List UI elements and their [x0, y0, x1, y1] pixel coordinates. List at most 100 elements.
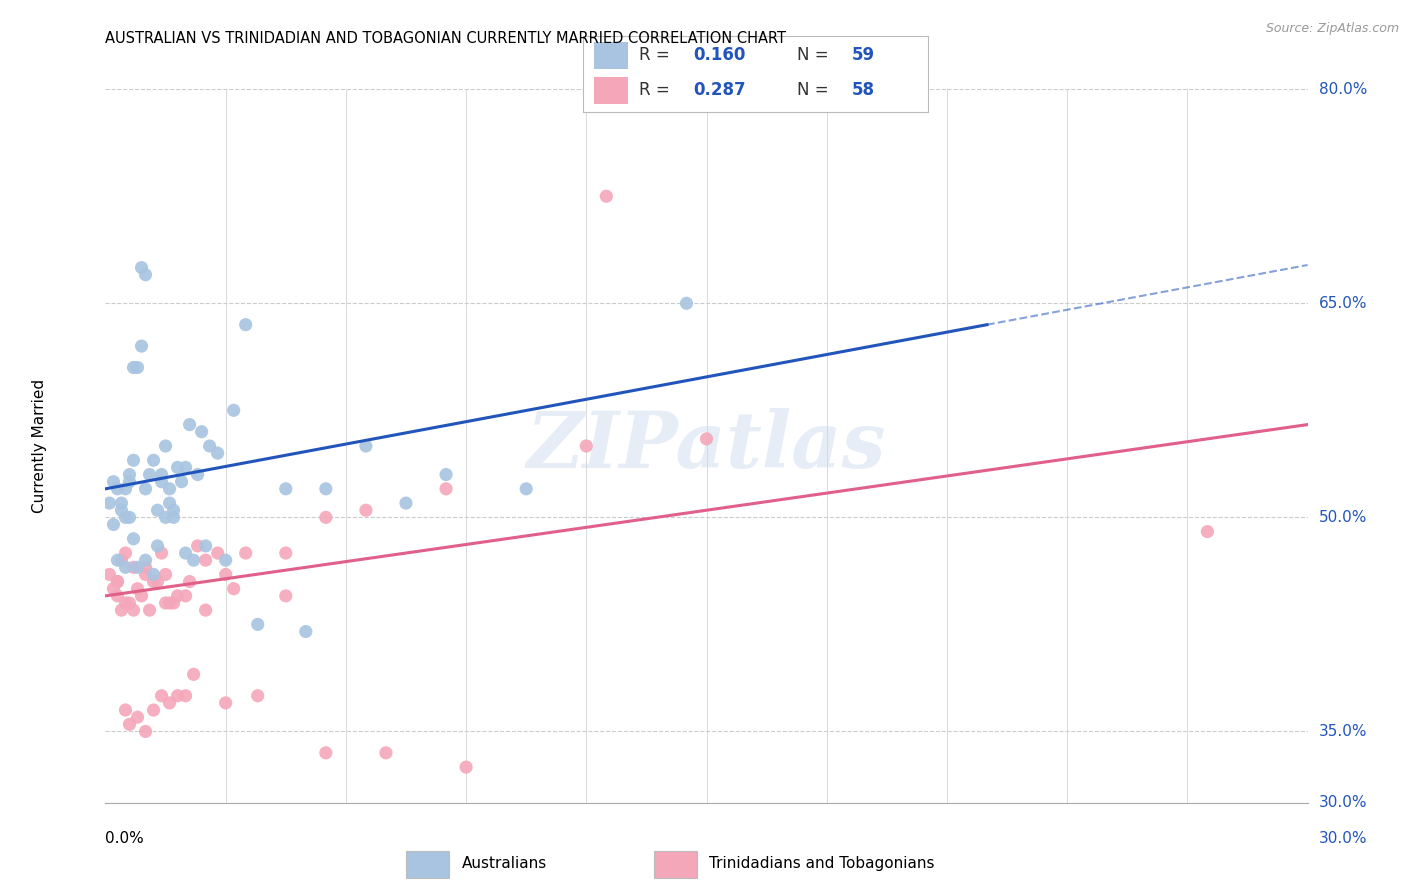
Point — [127, 582, 149, 596]
Point — [295, 624, 318, 639]
Point — [675, 296, 697, 310]
Point — [103, 475, 125, 489]
Point — [235, 318, 257, 332]
Point — [166, 460, 188, 475]
Text: Australians: Australians — [461, 855, 547, 871]
Text: R =: R = — [638, 46, 675, 64]
Point — [214, 553, 236, 567]
Point — [131, 589, 153, 603]
Point — [155, 510, 177, 524]
Point — [150, 475, 173, 489]
Point — [127, 710, 149, 724]
Point — [135, 560, 157, 574]
Point — [107, 574, 129, 589]
Point — [595, 189, 617, 203]
Text: Source: ZipAtlas.com: Source: ZipAtlas.com — [1265, 22, 1399, 36]
Point — [354, 503, 377, 517]
Point — [127, 360, 149, 375]
Point — [162, 510, 184, 524]
Point — [110, 496, 132, 510]
Point — [274, 482, 297, 496]
Point — [155, 567, 177, 582]
Point — [315, 746, 337, 760]
Point — [434, 467, 457, 482]
Bar — [593, 42, 628, 69]
Point — [187, 539, 209, 553]
Point — [146, 539, 169, 553]
Text: Trinidadians and Tobagonians: Trinidadians and Tobagonians — [709, 855, 935, 871]
Text: AUSTRALIAN VS TRINIDADIAN AND TOBAGONIAN CURRENTLY MARRIED CORRELATION CHART: AUSTRALIAN VS TRINIDADIAN AND TOBAGONIAN… — [105, 31, 786, 46]
Point — [122, 360, 145, 375]
Text: N =: N = — [797, 81, 834, 99]
Point — [174, 546, 197, 560]
Point — [198, 439, 221, 453]
Point — [135, 724, 157, 739]
Text: 35.0%: 35.0% — [1319, 724, 1367, 739]
Point — [135, 482, 157, 496]
Text: R =: R = — [638, 81, 675, 99]
Text: N =: N = — [797, 46, 834, 64]
Point — [222, 582, 245, 596]
Point — [114, 510, 136, 524]
Point — [118, 510, 141, 524]
Point — [179, 417, 201, 432]
Point — [107, 553, 129, 567]
Point — [166, 689, 188, 703]
Bar — [593, 77, 628, 104]
Point — [162, 596, 184, 610]
Point — [222, 403, 245, 417]
Point — [246, 617, 269, 632]
Point — [122, 453, 145, 467]
Point — [150, 467, 173, 482]
Point — [166, 589, 188, 603]
Point — [155, 439, 177, 453]
Point — [159, 482, 181, 496]
Point — [118, 467, 141, 482]
Point — [1197, 524, 1219, 539]
Point — [146, 503, 169, 517]
Point — [174, 689, 197, 703]
Point — [118, 475, 141, 489]
Point — [214, 696, 236, 710]
Point — [162, 503, 184, 517]
Point — [142, 574, 165, 589]
Point — [114, 703, 136, 717]
Point — [274, 546, 297, 560]
Point — [138, 467, 160, 482]
Point — [98, 496, 121, 510]
Point — [515, 482, 537, 496]
Point — [155, 596, 177, 610]
Point — [107, 482, 129, 496]
Point — [131, 339, 153, 353]
Point — [315, 482, 337, 496]
Text: 30.0%: 30.0% — [1319, 796, 1367, 810]
Point — [103, 582, 125, 596]
Point — [187, 467, 209, 482]
Text: 0.0%: 0.0% — [105, 830, 145, 846]
Point — [174, 460, 197, 475]
Point — [159, 496, 181, 510]
Point — [179, 574, 201, 589]
Point — [146, 574, 169, 589]
Point — [150, 689, 173, 703]
Point — [107, 574, 129, 589]
Text: 50.0%: 50.0% — [1319, 510, 1367, 524]
Text: 30.0%: 30.0% — [1319, 830, 1367, 846]
Point — [110, 603, 132, 617]
Point — [159, 596, 181, 610]
Point — [142, 703, 165, 717]
Point — [135, 268, 157, 282]
Point — [127, 560, 149, 574]
Point — [131, 260, 153, 275]
Text: 65.0%: 65.0% — [1319, 296, 1367, 310]
Point — [170, 475, 193, 489]
Point — [150, 546, 173, 560]
Point — [696, 432, 718, 446]
Point — [114, 482, 136, 496]
Point — [98, 567, 121, 582]
Point — [190, 425, 212, 439]
Point — [315, 510, 337, 524]
Point — [395, 496, 418, 510]
Point — [122, 532, 145, 546]
Text: 0.160: 0.160 — [693, 46, 747, 64]
